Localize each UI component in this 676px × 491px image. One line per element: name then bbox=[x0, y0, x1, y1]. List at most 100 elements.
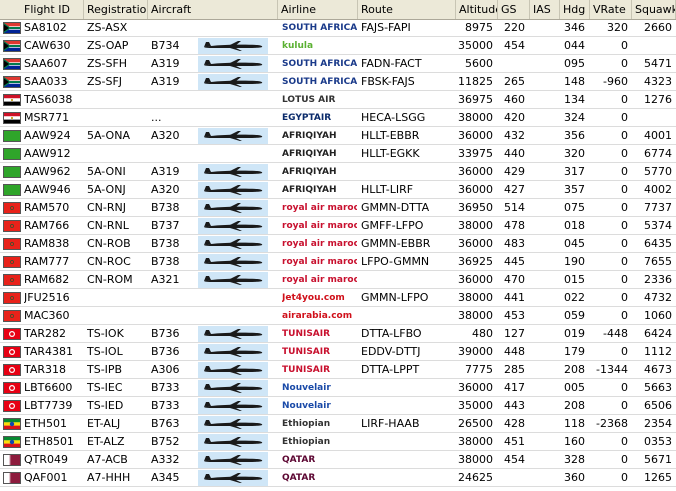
cell-altitude: 38000 bbox=[458, 291, 493, 304]
cell-hdg: 075 bbox=[564, 201, 585, 214]
col-ias[interactable]: IAS bbox=[530, 0, 560, 19]
country-flag-icon bbox=[3, 166, 21, 178]
cell-squawk bbox=[632, 37, 672, 54]
cell-gs: 451 bbox=[504, 435, 525, 448]
cell-vrate: 0 bbox=[621, 237, 628, 250]
cell-registration bbox=[87, 289, 147, 306]
cell-flight-id: CAW630 bbox=[24, 39, 71, 52]
table-row[interactable]: MAC360 38000 453 059 0 1060 airarabia.com bbox=[0, 307, 676, 325]
airline-logo: AFRIQIYAH bbox=[282, 167, 337, 177]
table-row[interactable]: AAW912 HLLT-EGKK 33975 440 320 0 6774 AFRIQIYAH bbox=[0, 145, 676, 163]
col-flight-id[interactable]: Flight ID bbox=[0, 0, 84, 19]
cell-altitude: 36950 bbox=[458, 201, 493, 214]
cell-flight-id: MAC360 bbox=[24, 309, 70, 322]
table-row[interactable]: RAM570 CN-RNJ B738 GMMN-DTTA 36950 514 075 0 773… bbox=[0, 199, 676, 217]
cell-squawk: 4001 bbox=[644, 129, 672, 142]
cell-ias bbox=[530, 19, 555, 36]
cell-squawk: 4673 bbox=[644, 363, 672, 376]
col-vrate[interactable]: VRate bbox=[590, 0, 632, 19]
table-row[interactable]: AAW946 5A-ONJ A320 HLLT-LIRF 36000 427 357 0 400… bbox=[0, 181, 676, 199]
cell-gs: 478 bbox=[504, 219, 525, 232]
aircraft-silhouette-icon bbox=[198, 416, 268, 432]
cell-altitude: 39000 bbox=[458, 345, 493, 358]
table-row[interactable]: TAR4381 TS-IOL B736 EDDV-DTTJ 39000 448 179 0 11… bbox=[0, 343, 676, 361]
table-row[interactable]: SAA607 ZS-SFH A319 FADN-FACT 5600 095 0 5471 SOU… bbox=[0, 55, 676, 73]
cell-gs: 427 bbox=[504, 183, 525, 196]
cell-flight-id: LBT6600 bbox=[24, 381, 73, 394]
table-row[interactable]: SA8102 ZS-ASX FAJS-FAPI 8975 220 346 320 2660 SO… bbox=[0, 19, 676, 37]
cell-gs: 429 bbox=[504, 165, 525, 178]
cell-vrate: 0 bbox=[621, 57, 628, 70]
col-route[interactable]: Route bbox=[358, 0, 456, 19]
cell-aircraft bbox=[151, 307, 196, 324]
cell-altitude: 8975 bbox=[465, 21, 493, 34]
cell-altitude: 5600 bbox=[465, 57, 493, 70]
cell-aircraft: A319 bbox=[151, 165, 180, 178]
col-hdg[interactable]: Hdg bbox=[560, 0, 590, 19]
aircraft-silhouette-icon bbox=[198, 56, 268, 72]
table-row[interactable]: JFU2516 GMMN-LFPO 38000 441 022 0 4732 Jet4you.… bbox=[0, 289, 676, 307]
cell-vrate: 0 bbox=[621, 129, 628, 142]
cell-flight-id: RAM777 bbox=[24, 255, 70, 268]
cell-hdg: 356 bbox=[564, 129, 585, 142]
cell-squawk: 6435 bbox=[644, 237, 672, 250]
cell-registration: CN-ROB bbox=[87, 237, 131, 250]
cell-route: FBSK-FAJS bbox=[361, 75, 415, 88]
table-row[interactable]: AAW962 5A-ONI A319 36000 429 317 0 5770 AFRIQIYA… bbox=[0, 163, 676, 181]
cell-route: EDDV-DTTJ bbox=[361, 345, 421, 358]
country-flag-icon bbox=[3, 238, 21, 250]
table-row[interactable]: TAR282 TS-IOK B736 DTTA-LFBO 480 127 019 -448 64… bbox=[0, 325, 676, 343]
cell-flight-id: RAM766 bbox=[24, 219, 70, 232]
col-airline[interactable]: Airline bbox=[278, 0, 358, 19]
col-aircraft[interactable]: Aircraft bbox=[148, 0, 278, 19]
table-row[interactable]: ETH8501 ET-ALZ B752 38000 451 160 0 0353 Ethiopi… bbox=[0, 433, 676, 451]
airline-logo: Jet4you.com bbox=[282, 293, 345, 303]
cell-hdg: 357 bbox=[564, 183, 585, 196]
cell-gs: 265 bbox=[504, 75, 525, 88]
table-row[interactable]: QAF001 A7-HHH A345 24625 360 0 1265 QATAR bbox=[0, 469, 676, 487]
cell-ias bbox=[530, 451, 555, 468]
cell-altitude: 36000 bbox=[458, 273, 493, 286]
cell-squawk: 5374 bbox=[644, 219, 672, 232]
table-row[interactable]: CAW630 ZS-OAP B734 35000 454 044 0 kulula bbox=[0, 37, 676, 55]
country-flag-icon bbox=[3, 22, 21, 34]
cell-altitude: 36000 bbox=[458, 237, 493, 250]
table-row[interactable]: LBT6600 TS-IEC B733 36000 417 005 0 5663 Nouvela… bbox=[0, 379, 676, 397]
cell-vrate: 0 bbox=[621, 471, 628, 484]
cell-registration: CN-RNJ bbox=[87, 201, 126, 214]
cell-vrate: 0 bbox=[621, 273, 628, 286]
cell-altitude: 36975 bbox=[458, 93, 493, 106]
aircraft-silhouette-icon bbox=[198, 434, 268, 450]
aircraft-silhouette-icon bbox=[198, 362, 268, 378]
cell-squawk: 6424 bbox=[644, 327, 672, 340]
cell-altitude: 24625 bbox=[458, 471, 493, 484]
table-row[interactable]: RAM682 CN-ROM A321 36000 470 015 0 2336 royal ai… bbox=[0, 271, 676, 289]
country-flag-icon bbox=[3, 472, 21, 484]
col-registration[interactable]: Registration bbox=[84, 0, 148, 19]
cell-gs: 445 bbox=[504, 255, 525, 268]
airline-logo: royal air maroc bbox=[282, 239, 357, 249]
cell-registration: ZS-SFJ bbox=[87, 75, 123, 88]
table-row[interactable]: TAR318 TS-IPB A306 DTTA-LPPT 7775 285 208 -1344… bbox=[0, 361, 676, 379]
table-row[interactable]: ETH501 ET-ALJ B763 LIRF-HAAB 26500 428 118 -236… bbox=[0, 415, 676, 433]
airline-logo: SOUTH AFRICAN AIRWAYS bbox=[282, 23, 357, 33]
cell-ias bbox=[530, 163, 555, 180]
cell-gs: 448 bbox=[504, 345, 525, 358]
table-row[interactable]: MSR771... HECA-LSGG 38000 420 324 0 EGYPTAIR bbox=[0, 109, 676, 127]
table-row[interactable]: LBT7739 TS-IED B733 35000 443 208 0 6506 Nouvela… bbox=[0, 397, 676, 415]
table-row[interactable]: AAW924 5A-ONA A320 HLLT-EBBR 36000 432 356 0 400… bbox=[0, 127, 676, 145]
col-altitude[interactable]: Altitude bbox=[456, 0, 498, 19]
cell-ias bbox=[530, 145, 555, 162]
cell-registration: TS-IOL bbox=[87, 345, 123, 358]
table-row[interactable]: RAM766 CN-RNL B737 GMFF-LFPO 38000 478 018 0 537… bbox=[0, 217, 676, 235]
table-row[interactable]: QTR049 A7-ACB A332 38000 454 328 0 5671 QATAR bbox=[0, 451, 676, 469]
table-row[interactable]: RAM777 CN-ROC B738 LFPO-GMMN 36925 445 190 0 765… bbox=[0, 253, 676, 271]
cell-altitude: 38000 bbox=[458, 309, 493, 322]
cell-altitude: 33975 bbox=[458, 147, 493, 160]
cell-ias bbox=[530, 469, 555, 486]
table-row[interactable]: SAA033 ZS-SFJ A319 FBSK-FAJS 11825 265 148 -960… bbox=[0, 73, 676, 91]
col-squawk[interactable]: Squawk bbox=[632, 0, 676, 19]
table-row[interactable]: TAS6038 36975 460 134 0 1276 LOTUS AIR bbox=[0, 91, 676, 109]
col-gs[interactable]: GS bbox=[498, 0, 530, 19]
table-row[interactable]: RAM838 CN-ROB B738 GMMN-EBBR 36000 483 045 0 643… bbox=[0, 235, 676, 253]
